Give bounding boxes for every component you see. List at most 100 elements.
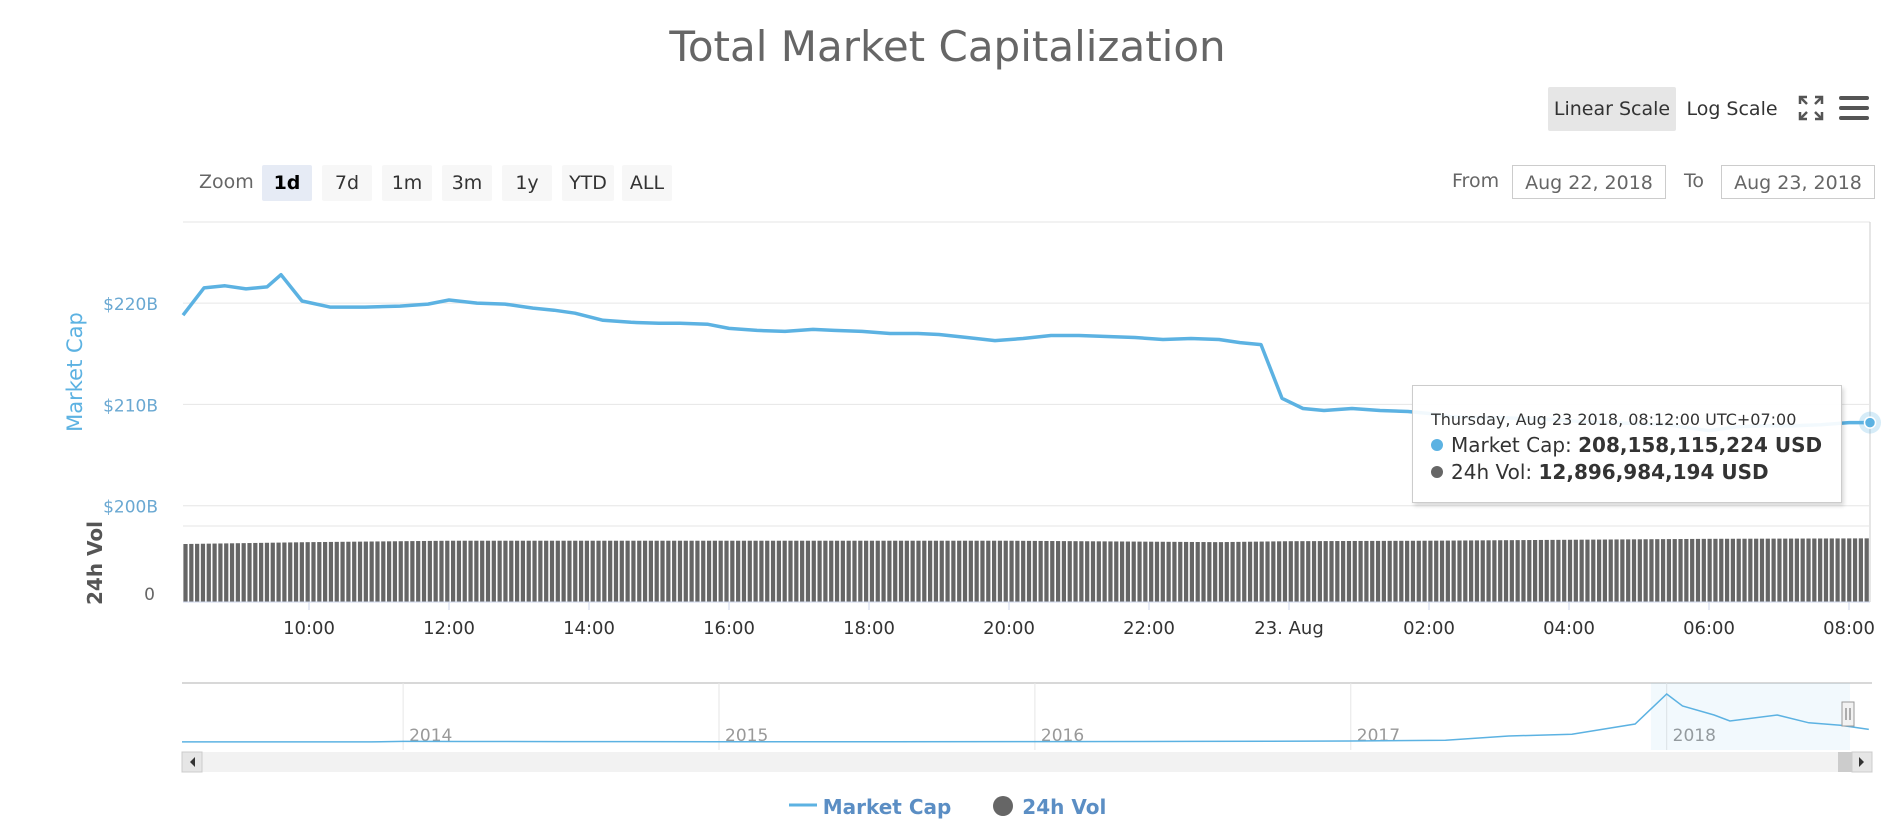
volume-bar (805, 540, 811, 602)
x-tick-label: 08:00 (1823, 618, 1875, 639)
volume-bar (1044, 540, 1049, 602)
volume-bar (1236, 541, 1241, 602)
volume-bar (1341, 541, 1346, 602)
volume-bar (602, 540, 607, 602)
volume-bar (1544, 539, 1549, 602)
volume-bar (1678, 539, 1683, 602)
volume-bar (1061, 541, 1067, 602)
volume-bar (736, 540, 741, 602)
volume-bar (1457, 540, 1462, 602)
tooltip-vol-label: 24h Vol: (1451, 460, 1533, 484)
from-date-input[interactable]: Aug 22, 2018 (1512, 165, 1666, 199)
volume-bar (305, 542, 310, 602)
menu-icon[interactable] (1838, 94, 1870, 122)
volume-bar (1038, 540, 1043, 602)
volume-bar (672, 540, 677, 602)
volume-bar (1800, 538, 1805, 602)
volume-bar (1538, 539, 1544, 602)
to-date-input[interactable]: Aug 23, 2018 (1721, 165, 1875, 199)
legend-volume-label: 24h Vol (1022, 795, 1107, 819)
volume-bar (1852, 538, 1858, 602)
volume-bar (1399, 540, 1404, 602)
linear-scale-button[interactable]: Linear Scale (1548, 87, 1676, 131)
volume-bar (1393, 540, 1398, 602)
volume-bar (1649, 539, 1654, 602)
y-axis-title: Market Cap (63, 312, 87, 432)
volume-bar (898, 540, 904, 602)
volume-bar (235, 543, 240, 602)
volume-bar (1329, 541, 1334, 602)
volume-bar (852, 540, 857, 602)
volume-bar (1050, 541, 1055, 602)
volume-bar (317, 542, 322, 602)
volume-bar (206, 543, 211, 602)
volume-bar (549, 540, 555, 602)
volume-bar (398, 541, 403, 602)
volume-bar (706, 540, 712, 602)
volume-bar (701, 540, 706, 602)
volume-bar (1771, 538, 1776, 602)
volume-circle-icon (993, 796, 1014, 816)
from-label: From (1452, 170, 1500, 192)
volume-bar (933, 540, 939, 602)
volume-bar (1195, 542, 1200, 602)
volume-bar (1364, 540, 1369, 602)
market-cap-dot-icon (1431, 439, 1443, 451)
log-scale-button[interactable]: Log Scale (1686, 98, 1778, 120)
navigator-year-label: 2014 (409, 726, 452, 746)
volume-bar (817, 540, 822, 602)
volume-bar (1503, 540, 1509, 602)
scrollbar-thumb[interactable] (1838, 752, 1852, 772)
x-tick-label: 10:00 (283, 618, 335, 639)
volume-bar (1759, 538, 1765, 602)
volume-bar (200, 543, 206, 602)
tooltip-vol-value: 12,896,984,194 USD (1538, 460, 1769, 484)
volume-bar (288, 542, 293, 602)
volume-bar (1218, 542, 1224, 602)
zoom-button-1m[interactable]: 1m (382, 165, 432, 201)
volume-bar (637, 540, 642, 602)
volume-bar (1306, 541, 1311, 602)
volume-bar (1835, 538, 1840, 602)
volume-bar (596, 540, 601, 602)
volume-bar (485, 540, 491, 602)
volume-bar (369, 541, 374, 602)
volume-bar (1521, 540, 1526, 602)
fullscreen-icon[interactable] (1797, 94, 1825, 122)
volume-bar (1858, 538, 1863, 602)
volume-bar (218, 543, 223, 602)
zoom-button-all[interactable]: ALL (622, 165, 672, 201)
navigator-year-label: 2015 (725, 726, 768, 746)
legend-item-market-cap[interactable]: Market Cap (788, 795, 951, 819)
tooltip-mc-label: Market Cap: (1451, 433, 1572, 457)
volume-bar (346, 541, 351, 602)
zoom-button-1y[interactable]: 1y (502, 165, 552, 201)
y-tick-label: $220B (103, 295, 158, 315)
navigator-year-label: 2016 (1041, 726, 1084, 746)
volume-bar (1637, 539, 1642, 602)
zoom-button-7d[interactable]: 7d (322, 165, 372, 201)
volume-bar (1003, 540, 1008, 602)
volume-bar (1323, 541, 1328, 602)
volume-bar (334, 541, 339, 602)
volume-bar (1410, 540, 1416, 602)
zoom-button-1d[interactable]: 1d (262, 165, 312, 201)
volume-bar (1149, 541, 1154, 602)
navigator-year-label: 2017 (1357, 726, 1400, 746)
volume-bar (1829, 538, 1834, 602)
volume-bar (1480, 540, 1485, 602)
volume-bar (1707, 538, 1712, 602)
zoom-button-ytd[interactable]: YTD (562, 165, 614, 201)
volume-bar (352, 541, 357, 602)
scrollbar-track[interactable] (182, 752, 1872, 772)
volume-bar (1387, 540, 1392, 602)
volume-bar (1596, 539, 1602, 602)
volume-bar (1788, 538, 1794, 602)
volume-bar (375, 541, 380, 602)
zoom-button-3m[interactable]: 3m (442, 165, 492, 201)
volume-bar (811, 540, 816, 602)
volume-bar (1282, 541, 1288, 602)
volume-bar (654, 540, 659, 602)
legend-item-volume[interactable]: 24h Vol (992, 795, 1106, 819)
volume-bar (991, 540, 997, 602)
